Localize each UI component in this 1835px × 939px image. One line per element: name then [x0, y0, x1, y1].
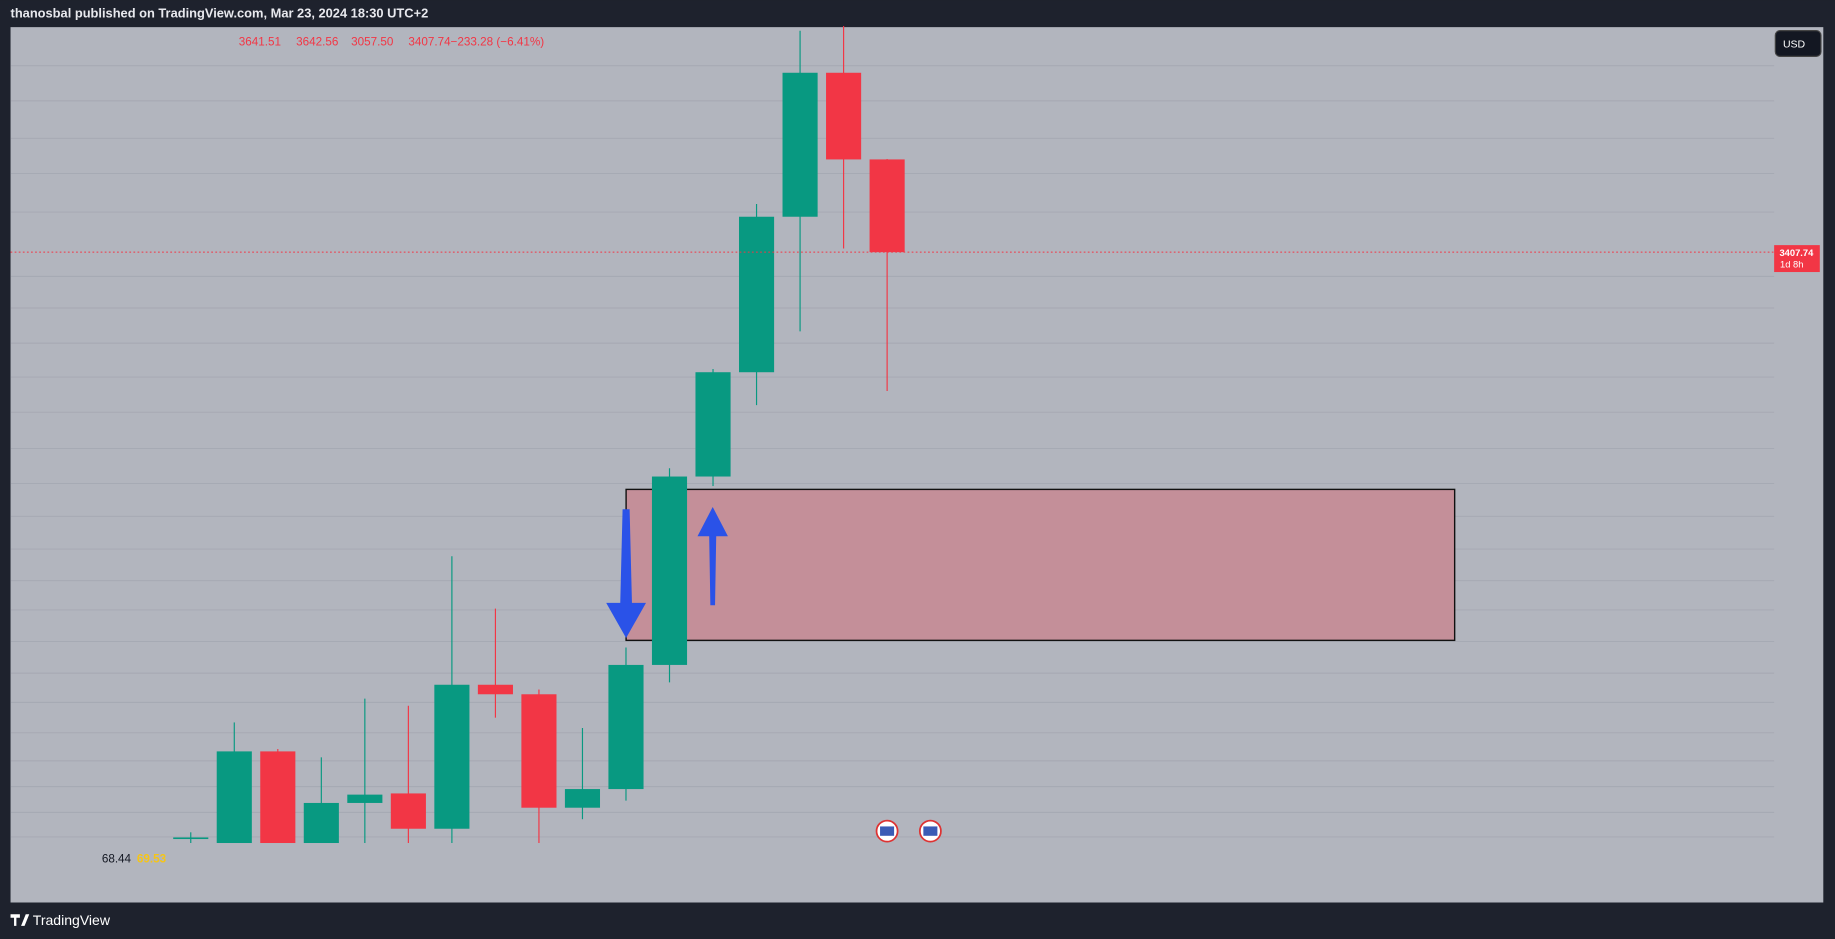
- currency-button-bg[interactable]: [1774, 30, 1822, 57]
- candle-body: [303, 802, 339, 844]
- price-tag: [1774, 245, 1820, 273]
- candle-body: [608, 664, 644, 790]
- legend-change: −233.28 (−6.41%): [451, 35, 545, 48]
- candle-body: [869, 159, 905, 253]
- legend-close: 3407.74: [408, 35, 451, 48]
- price-tag-countdown: 1d 8h: [1780, 259, 1803, 269]
- currency-button[interactable]: USD: [1774, 30, 1822, 57]
- candle-body: [564, 789, 601, 808]
- candle-body: [826, 72, 862, 160]
- candle-body: [521, 694, 557, 808]
- currency-label[interactable]: USD: [1783, 38, 1806, 50]
- legend-open: 3641.51: [239, 35, 281, 48]
- up-arrow: [697, 506, 728, 606]
- ohlc-legend: 3641.51 3642.56 3057.50 3407.74 −233.28 …: [239, 35, 544, 48]
- candle-body: [695, 372, 731, 477]
- candle-body: [782, 72, 818, 217]
- candle-body: [477, 684, 513, 695]
- indicator-value: 68.44: [102, 852, 132, 865]
- candles: [173, 25, 905, 844]
- legend-low: 3057.50: [351, 35, 394, 48]
- candle-body: [434, 684, 470, 829]
- grid: [10, 65, 1775, 838]
- legend-high: 3642.56: [296, 35, 338, 48]
- candle-body: [216, 751, 252, 844]
- footer-brand: TradingView: [33, 912, 111, 928]
- footer-logo: TradingView: [10, 912, 111, 928]
- supply-zone: [625, 488, 1456, 642]
- price-tag-value: 3407.74: [1779, 248, 1814, 258]
- candle-body: [390, 793, 426, 829]
- candle-body: [738, 216, 775, 373]
- candle-body: [347, 794, 383, 803]
- event-icon: [875, 819, 899, 843]
- candle-body: [260, 751, 296, 844]
- candle-body: [173, 837, 209, 840]
- candle-body: [651, 476, 688, 665]
- event-icon: [918, 819, 942, 843]
- down-arrow: [606, 509, 646, 639]
- indicator-value: 69.53: [137, 852, 167, 865]
- header-title: thanosbal published on TradingView.com, …: [11, 6, 429, 21]
